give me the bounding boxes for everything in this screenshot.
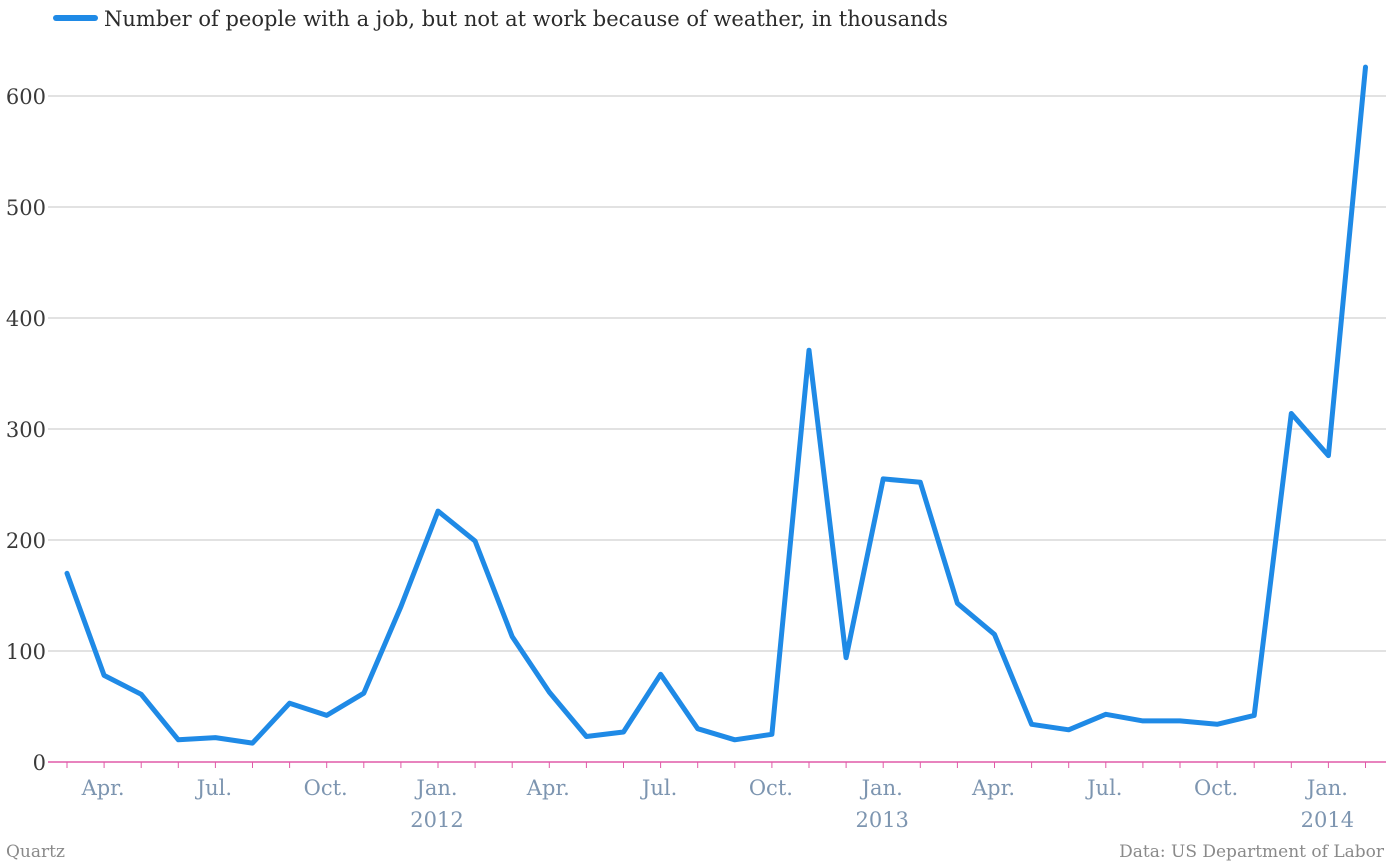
x-year-label: 2012: [410, 808, 463, 832]
x-axis: [48, 761, 1386, 768]
x-tick-label: Jan.: [1305, 776, 1348, 800]
x-tick-label: Apr.: [81, 776, 125, 800]
y-tick-label: 0: [33, 751, 46, 775]
x-tick-label: Oct.: [304, 776, 348, 800]
data-source: Data: US Department of Labor: [1119, 842, 1385, 862]
y-tick-label: 100: [6, 640, 46, 664]
x-tick-label: Apr.: [526, 776, 570, 800]
x-tick-label: Jul.: [1085, 776, 1122, 800]
x-year-label: 2013: [855, 808, 908, 832]
series-lines: [64, 64, 1368, 746]
x-tick-label: Jan.: [860, 776, 903, 800]
legend: Number of people with a job, but not at …: [53, 7, 948, 31]
y-tick-label: 300: [6, 418, 46, 442]
y-tick-label: 200: [6, 529, 46, 553]
x-tick-label: Jul.: [195, 776, 232, 800]
x-axis-tick-labels: Apr. Jul. Oct. Jan. 2012 Apr. Jul. Oct. Jan. 2013…: [81, 776, 1355, 832]
legend-label: Number of people with a job, but not at …: [104, 7, 948, 31]
series-line: [64, 64, 1368, 746]
x-tick-label: Oct.: [749, 776, 793, 800]
y-tick-label: 500: [6, 196, 46, 220]
x-tick-label: Jan.: [414, 776, 457, 800]
y-tick-label: 600: [6, 85, 46, 109]
x-tick-label: Apr.: [971, 776, 1015, 800]
publisher-credit: Quartz: [6, 842, 65, 862]
y-axis-tick-labels: 0 100 200 300 400 500 600: [6, 85, 46, 775]
x-tick-label: Jul.: [640, 776, 677, 800]
x-tick-label: Oct.: [1194, 776, 1238, 800]
x-year-label: 2014: [1301, 808, 1354, 832]
y-tick-label: 400: [6, 307, 46, 331]
gridlines: [48, 95, 1386, 652]
